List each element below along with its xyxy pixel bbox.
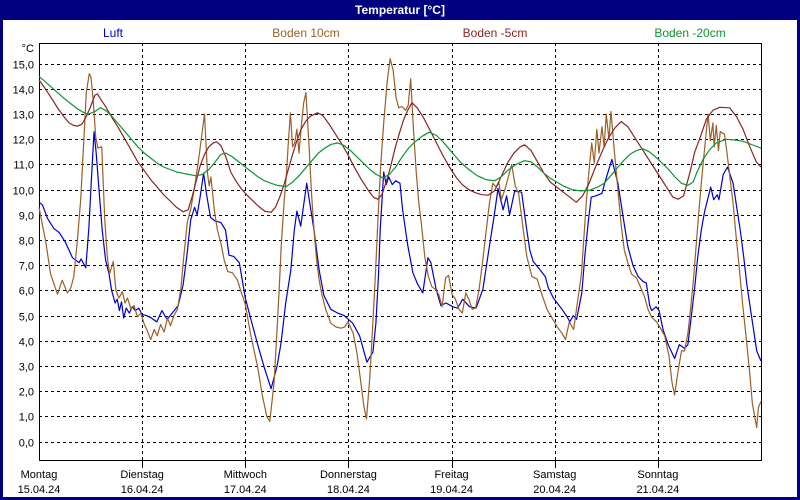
y-tick-label: 11,0 — [13, 160, 34, 172]
x-day-name: Donnerstag — [320, 469, 377, 481]
series-boden-5cm — [38, 79, 762, 213]
y-tick-label: 12,0 — [13, 135, 34, 147]
series-boden-10cm — [38, 57, 762, 429]
y-axis-unit: °C — [22, 43, 34, 55]
series-boden-20cm — [38, 75, 762, 192]
legend-item-luft: Luft — [102, 26, 124, 40]
y-tick-label: 3,0 — [19, 362, 34, 374]
y-tick-label: 6,0 — [19, 286, 34, 298]
y-tick-label: 8,0 — [19, 236, 34, 248]
y-tick-label: 10,0 — [13, 186, 34, 198]
legend-item-boden-10cm: Boden 10cm — [272, 26, 340, 40]
y-tick-label: 14,0 — [13, 85, 34, 97]
y-tick-label: 2,0 — [19, 387, 34, 399]
y-tick-label: 1,0 — [19, 412, 34, 424]
legend-item-boden-20cm: Boden -20cm — [654, 26, 726, 40]
x-day-name: Sonntag — [637, 469, 678, 481]
series-luft — [38, 131, 762, 390]
plot-frame — [39, 43, 762, 461]
x-day-name: Samstag — [533, 469, 576, 481]
legend-item-boden-5cm: Boden -5cm — [462, 26, 528, 40]
x-day-name: Freitag — [434, 469, 468, 481]
x-day-date: 16.04.24 — [121, 484, 164, 496]
x-day-date: 18.04.24 — [327, 484, 370, 496]
x-day-name: Mittwoch — [224, 469, 267, 481]
title-bar: Temperatur [°C] — [3, 0, 797, 20]
x-day-name: Montag — [21, 469, 58, 481]
y-tick-label: 5,0 — [19, 312, 34, 324]
y-tick-label: 15,0 — [13, 60, 34, 72]
x-day-date: 19.04.24 — [430, 484, 473, 496]
y-tick-label: 13,0 — [13, 110, 34, 122]
x-day-date: 20.04.24 — [533, 484, 576, 496]
chart-title: Temperatur [°C] — [355, 3, 445, 17]
y-tick-label: 4,0 — [19, 337, 34, 349]
x-day-date: 21.04.24 — [636, 484, 679, 496]
y-tick-label: 0,0 — [19, 438, 34, 450]
x-day-name: Dienstag — [120, 469, 163, 481]
y-tick-label: 9,0 — [19, 211, 34, 223]
x-day-date: 17.04.24 — [224, 484, 267, 496]
x-day-date: 15.04.24 — [18, 484, 61, 496]
y-tick-label: 7,0 — [19, 261, 34, 273]
